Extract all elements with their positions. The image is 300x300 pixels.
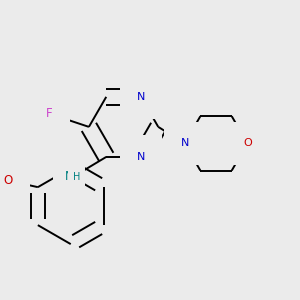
Text: N: N — [64, 170, 73, 183]
Text: O: O — [4, 174, 13, 187]
Text: H: H — [73, 172, 81, 182]
Text: F: F — [46, 107, 52, 120]
Text: O: O — [243, 138, 252, 148]
Text: N: N — [137, 152, 145, 162]
Text: N: N — [137, 92, 145, 102]
Text: N: N — [181, 138, 189, 148]
